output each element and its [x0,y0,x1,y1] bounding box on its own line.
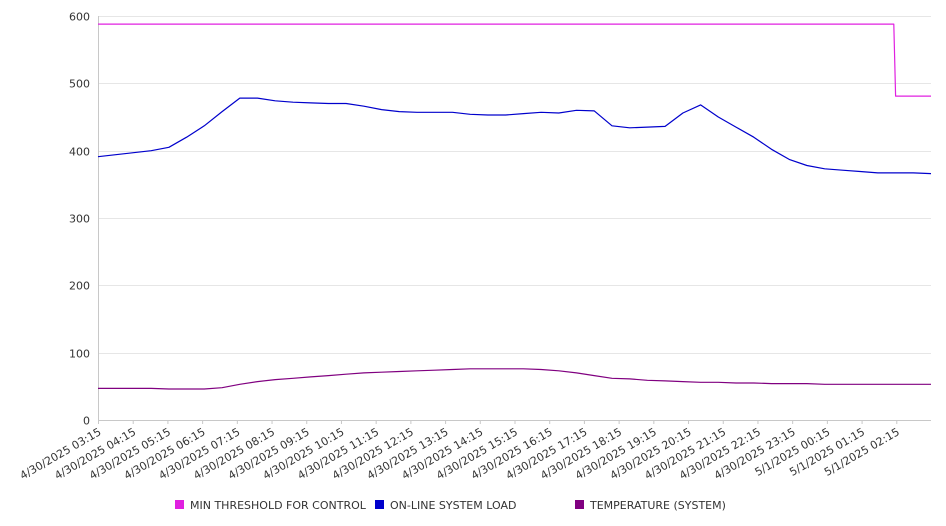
y-axis-ticks: 0 100 200 300 400 500 600 [69,11,90,428]
series-lines [97,23,932,390]
grid-lines [98,16,931,354]
y-tick-label: 400 [69,146,90,159]
legend-swatch [175,500,184,509]
legend-label: ON-LINE SYSTEM LOAD [390,499,516,512]
y-tick-label: 300 [69,213,90,226]
legend-label: MIN THRESHOLD FOR CONTROL [190,499,367,512]
y-tick-label: 0 [83,415,90,428]
legend-swatch [575,500,584,509]
series-line-min-threshold-for-control [98,23,931,97]
series-line-on-line-system-load [97,97,932,175]
x-axis-ticks: 4/30/2025 03:154/30/2025 04:154/30/2025 … [18,420,902,482]
y-tick-label: 200 [69,280,90,293]
series-line-temperature-system [98,368,931,390]
y-tick-label: 600 [69,11,90,24]
legend-label: TEMPERATURE (SYSTEM) [589,499,726,512]
y-tick-label: 100 [69,348,90,361]
legend: MIN THRESHOLD FOR CONTROL ON-LINE SYSTEM … [175,499,726,512]
y-tick-label: 500 [69,78,90,91]
legend-swatch [375,500,384,509]
